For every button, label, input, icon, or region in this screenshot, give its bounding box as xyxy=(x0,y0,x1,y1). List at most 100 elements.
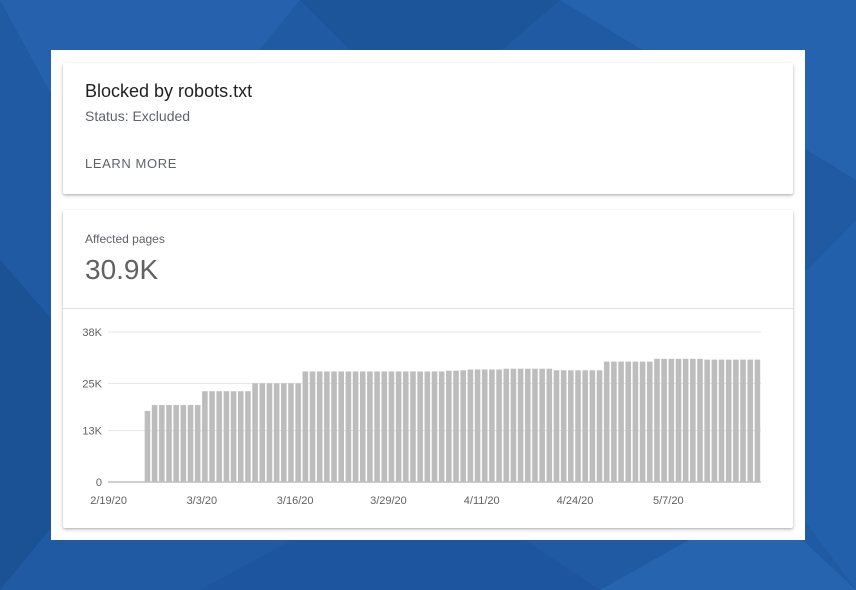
bar[interactable] xyxy=(453,370,459,482)
bar[interactable] xyxy=(740,359,746,482)
bar[interactable] xyxy=(474,369,481,483)
bar[interactable] xyxy=(632,361,639,482)
bar[interactable] xyxy=(438,371,445,482)
bar[interactable] xyxy=(718,359,725,482)
y-tick-label: 25K xyxy=(82,378,102,390)
affected-pages-label: Affected pages xyxy=(85,232,165,246)
bar[interactable] xyxy=(603,361,610,482)
y-tick-label: 0 xyxy=(96,477,102,489)
bar[interactable] xyxy=(266,383,273,482)
bar[interactable] xyxy=(481,369,488,483)
bar[interactable] xyxy=(381,371,388,482)
bar[interactable] xyxy=(417,371,423,482)
bar[interactable] xyxy=(237,391,244,482)
bar[interactable] xyxy=(230,391,237,482)
bar[interactable] xyxy=(510,368,517,482)
bar[interactable] xyxy=(273,383,280,482)
bar[interactable] xyxy=(388,371,395,482)
bar[interactable] xyxy=(539,368,545,482)
y-tick-label: 38K xyxy=(82,327,102,339)
bar[interactable] xyxy=(187,405,194,482)
bar[interactable] xyxy=(410,371,416,482)
bar[interactable] xyxy=(733,359,739,482)
bar[interactable] xyxy=(316,371,323,482)
bar[interactable] xyxy=(331,371,337,482)
bar[interactable] xyxy=(345,371,352,482)
bar[interactable] xyxy=(431,371,438,482)
bar[interactable] xyxy=(517,368,524,482)
bar[interactable] xyxy=(754,359,761,482)
x-tick-label: 3/29/20 xyxy=(370,495,407,507)
report-panel: Blocked by robots.txt Status: Excluded L… xyxy=(51,50,805,540)
bar[interactable] xyxy=(209,391,215,482)
bar[interactable] xyxy=(704,359,710,482)
bar[interactable] xyxy=(682,358,689,482)
bar[interactable] xyxy=(675,358,682,482)
bar[interactable] xyxy=(159,405,165,482)
bar[interactable] xyxy=(374,371,380,482)
bar[interactable] xyxy=(568,370,574,482)
bar[interactable] xyxy=(223,391,230,482)
affected-pages-card: Affected pages 30.9K 0 13K 25K 38K 2/19/20 3/… xyxy=(63,210,793,528)
x-tick-label: 3/16/20 xyxy=(277,495,314,507)
bar[interactable] xyxy=(646,361,653,482)
bar[interactable] xyxy=(725,359,732,482)
bar[interactable] xyxy=(245,391,251,482)
bar[interactable] xyxy=(402,371,409,482)
affected-pages-chart: 0 13K 25K 38K 2/19/20 3/3/20 3/16/20 3/29/20 4/1… xyxy=(82,327,761,507)
bar[interactable] xyxy=(352,371,359,482)
bar[interactable] xyxy=(496,369,502,483)
bar[interactable] xyxy=(611,361,617,482)
bar[interactable] xyxy=(288,383,294,482)
bar[interactable] xyxy=(281,383,287,482)
bar[interactable] xyxy=(639,361,646,482)
bar[interactable] xyxy=(467,369,474,483)
bar[interactable] xyxy=(661,358,667,482)
bar[interactable] xyxy=(395,371,402,482)
bar[interactable] xyxy=(144,410,151,482)
bar[interactable] xyxy=(546,368,553,482)
bar[interactable] xyxy=(582,370,588,482)
bar[interactable] xyxy=(295,383,301,482)
issue-title: Blocked by robots.txt xyxy=(85,81,253,101)
bar[interactable] xyxy=(711,359,718,482)
bar[interactable] xyxy=(503,368,510,482)
bar[interactable] xyxy=(309,371,316,482)
bar[interactable] xyxy=(446,370,452,482)
bar[interactable] xyxy=(216,391,223,482)
x-tick-label: 4/11/20 xyxy=(464,495,500,507)
bar[interactable] xyxy=(625,361,632,482)
bar[interactable] xyxy=(532,368,538,482)
bar[interactable] xyxy=(489,369,495,483)
bar[interactable] xyxy=(690,358,696,482)
bar[interactable] xyxy=(202,391,208,482)
bar[interactable] xyxy=(367,371,373,482)
bar[interactable] xyxy=(252,383,258,482)
learn-more-link[interactable]: LEARN MORE xyxy=(85,156,177,171)
bar[interactable] xyxy=(324,371,330,482)
bar[interactable] xyxy=(589,370,596,482)
bar[interactable] xyxy=(259,383,266,482)
bar[interactable] xyxy=(575,370,581,482)
bar[interactable] xyxy=(697,358,703,482)
bar[interactable] xyxy=(560,370,567,482)
bar[interactable] xyxy=(668,358,675,482)
bar[interactable] xyxy=(618,361,624,482)
bar[interactable] xyxy=(173,405,179,482)
x-tick-label: 5/7/20 xyxy=(653,495,684,507)
bar[interactable] xyxy=(747,359,754,482)
bar[interactable] xyxy=(194,405,201,482)
bar[interactable] xyxy=(654,358,660,482)
x-tick-label: 4/24/20 xyxy=(557,495,594,507)
bar[interactable] xyxy=(166,405,172,482)
bar[interactable] xyxy=(524,368,531,482)
bar[interactable] xyxy=(359,371,366,482)
bar[interactable] xyxy=(596,370,603,482)
bar[interactable] xyxy=(302,371,309,482)
bar[interactable] xyxy=(338,371,345,482)
bar[interactable] xyxy=(151,405,158,482)
bar[interactable] xyxy=(460,370,467,482)
bar[interactable] xyxy=(424,371,431,482)
bar[interactable] xyxy=(180,405,187,482)
bar[interactable] xyxy=(553,370,560,482)
